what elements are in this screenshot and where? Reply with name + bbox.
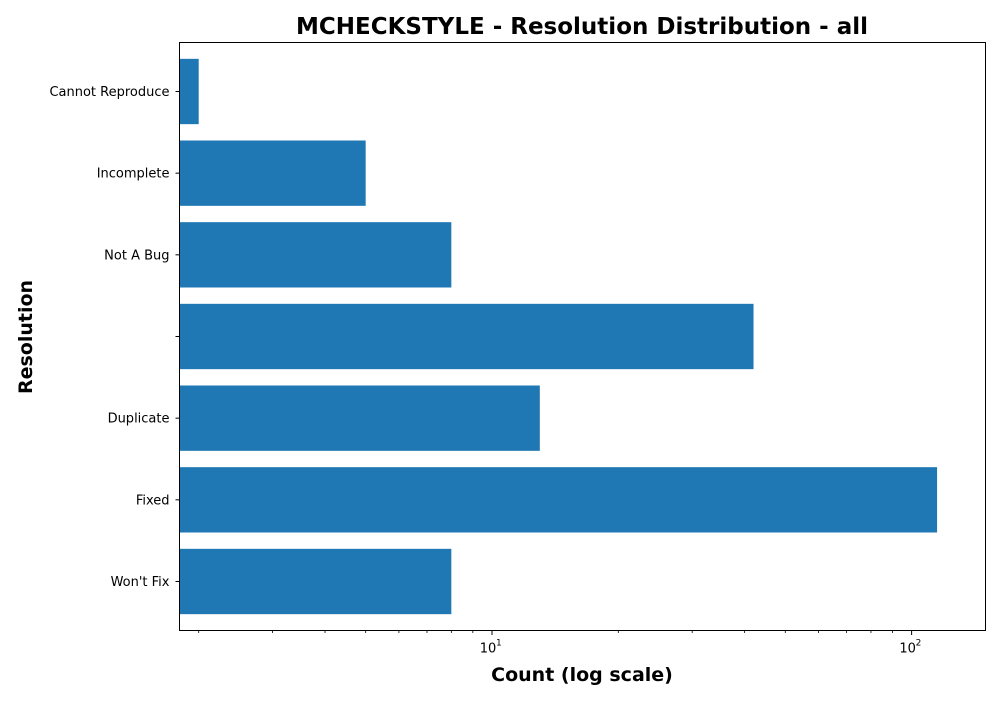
plot-frame [179,42,986,631]
x-axis-label: Count (log scale) [491,664,673,686]
x-axis: 10 1 10 2 [198,630,922,657]
x-tick-label: 10 [480,642,497,657]
y-axis: Won't Fix Fixed Duplicate Not A Bug Incomple… [49,85,180,590]
chart-title: MCHECKSTYLE - Resolution Distribution - … [296,14,868,40]
bar-5 [179,140,366,206]
y-tick-label: Fixed [136,493,170,508]
x-tick-exponent: 2 [916,639,922,649]
bar-3 [179,303,754,370]
bar-2 [179,385,540,451]
bar-4 [179,222,452,288]
y-tick-label: Incomplete [97,167,170,182]
x-tick-exponent: 1 [496,639,502,649]
bars-layer [179,58,938,615]
y-tick-label: Won't Fix [111,575,170,590]
x-tick-label: 10 [899,642,916,657]
bar-0 [179,548,452,615]
y-axis-label: Resolution [15,280,37,394]
y-tick-label: Not A Bug [104,248,169,263]
bar-6 [179,58,199,125]
y-tick-label: Cannot Reproduce [49,85,169,100]
y-tick-label: Duplicate [108,412,170,427]
bar-1 [179,467,938,533]
